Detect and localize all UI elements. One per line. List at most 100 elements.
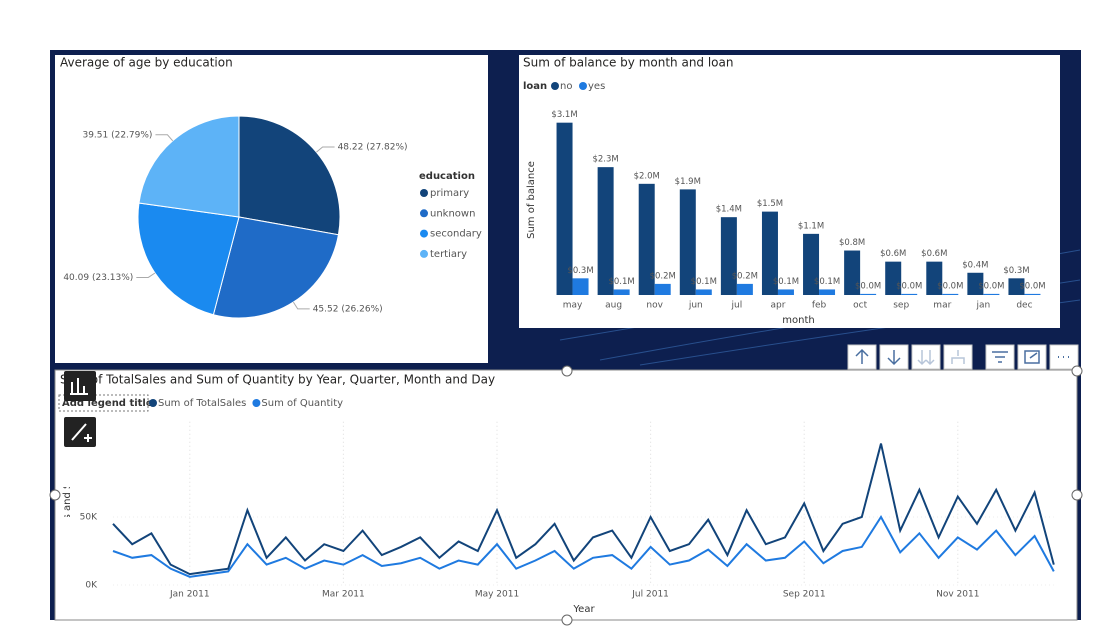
data-label: $1.1M — [798, 221, 824, 231]
bar — [556, 122, 573, 295]
panel — [54, 369, 1078, 621]
chart-title: Sum of balance by month and loan — [523, 56, 734, 70]
data-label: 40.09 (23.13%) — [63, 273, 133, 283]
data-label: $0.0M — [1019, 281, 1045, 291]
x-tick-label: May 2011 — [475, 590, 519, 600]
icon — [887, 350, 901, 366]
toolbar — [847, 344, 1079, 370]
bar — [819, 289, 836, 295]
x-tick-label: sep — [893, 301, 909, 311]
bar — [761, 211, 778, 295]
bar — [860, 293, 877, 295]
x-tick-label: dec — [1016, 301, 1032, 311]
x-tick-label: jan — [976, 301, 991, 311]
legend-marker — [149, 399, 157, 407]
y-axis-title: Sum of TotalSales and Sum of Quantity — [62, 407, 73, 602]
legend-marker — [420, 229, 428, 238]
data-label: $0.3M — [1003, 266, 1029, 276]
bar — [613, 289, 630, 295]
data-label: $0.4M — [962, 260, 988, 270]
legend-title: Add legend title — [62, 398, 153, 409]
data-label: $0.0M — [855, 281, 881, 291]
legend-label: yes — [588, 81, 605, 92]
bar — [695, 289, 712, 295]
icon — [917, 350, 935, 366]
resize-handle[interactable] — [49, 489, 61, 501]
bar — [736, 283, 753, 295]
resize-handle[interactable] — [1071, 365, 1083, 377]
data-label: $1.5M — [757, 199, 783, 209]
legend-title-box — [58, 394, 149, 412]
y-tick-label: 50K — [80, 513, 98, 523]
leader-line — [316, 146, 335, 153]
x-axis-title: month — [782, 315, 814, 326]
resize-handle[interactable] — [1071, 489, 1083, 501]
legend-marker — [551, 82, 559, 90]
bar — [942, 293, 959, 295]
y-axis-title: Sum of balance — [526, 161, 537, 239]
bar — [572, 278, 589, 295]
data-label: $0.0M — [896, 281, 922, 291]
expand-all-button[interactable] — [911, 344, 941, 370]
legend-label: Sum of Quantity — [261, 398, 343, 409]
resize-handle[interactable] — [561, 365, 573, 377]
x-tick-label: apr — [770, 301, 785, 311]
legend-title: loan — [523, 81, 547, 92]
icon — [1024, 350, 1040, 364]
data-label: 45.52 (26.26%) — [313, 304, 383, 314]
legend-title: education — [419, 171, 475, 182]
icon-box[interactable] — [64, 371, 96, 401]
data-label: $0.2M — [732, 271, 758, 281]
legend-marker — [579, 82, 587, 90]
x-tick-label: may — [563, 301, 583, 311]
bar — [597, 167, 614, 295]
data-label: $0.8M — [839, 238, 865, 248]
bar — [901, 293, 918, 295]
icon — [992, 351, 1008, 363]
legend-label: tertiary — [430, 249, 467, 260]
x-tick-label: mar — [933, 301, 951, 311]
visual-icon — [64, 371, 96, 447]
x-tick-label: Sep 2011 — [783, 590, 826, 600]
chart-title: Average of age by education — [60, 56, 233, 70]
data-label: $0.1M — [691, 277, 717, 287]
chart-title: Sum of TotalSales and Sum of Quantity by… — [60, 373, 495, 387]
x-tick-label: Jul 2011 — [631, 590, 669, 600]
leader-line — [155, 134, 174, 142]
line — [112, 515, 1055, 578]
data-label: $2.3M — [592, 155, 618, 165]
bar — [844, 250, 861, 295]
bar — [679, 189, 696, 295]
x-tick-label: Mar 2011 — [322, 590, 365, 600]
resize-handle[interactable] — [561, 614, 573, 626]
legend-label: secondary — [430, 229, 482, 240]
bar — [654, 283, 671, 295]
bar — [967, 272, 984, 295]
data-label: $1.9M — [675, 177, 701, 187]
x-tick-label: aug — [605, 301, 622, 311]
legend-label: Sum of TotalSales — [158, 398, 246, 409]
icon — [951, 350, 965, 364]
hierarchy-button[interactable] — [943, 344, 973, 370]
bar — [1008, 278, 1025, 295]
legend-label: unknown — [430, 208, 475, 219]
x-tick-label: Nov 2011 — [936, 590, 979, 600]
bar — [777, 289, 794, 295]
data-label: $0.3M — [567, 266, 593, 276]
icon — [855, 348, 869, 364]
data-label: 39.51 (22.79%) — [82, 130, 152, 140]
bar — [983, 293, 1000, 295]
legend-marker — [420, 209, 428, 218]
bar — [803, 233, 820, 295]
selection-handles — [49, 365, 1083, 626]
data-label: $1.4M — [716, 205, 742, 215]
data-label: 48.22 (27.82%) — [338, 143, 408, 153]
bar — [885, 261, 902, 295]
x-tick-label: feb — [812, 301, 827, 311]
data-label: $0.2M — [650, 271, 676, 281]
icon — [71, 423, 92, 442]
leader-line — [136, 272, 156, 278]
data-label: $0.6M — [921, 249, 947, 259]
legend-marker — [252, 399, 261, 407]
